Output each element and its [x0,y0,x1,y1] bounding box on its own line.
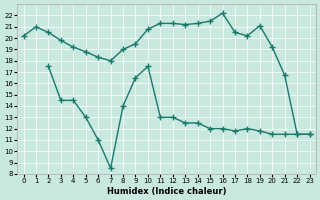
X-axis label: Humidex (Indice chaleur): Humidex (Indice chaleur) [107,187,226,196]
